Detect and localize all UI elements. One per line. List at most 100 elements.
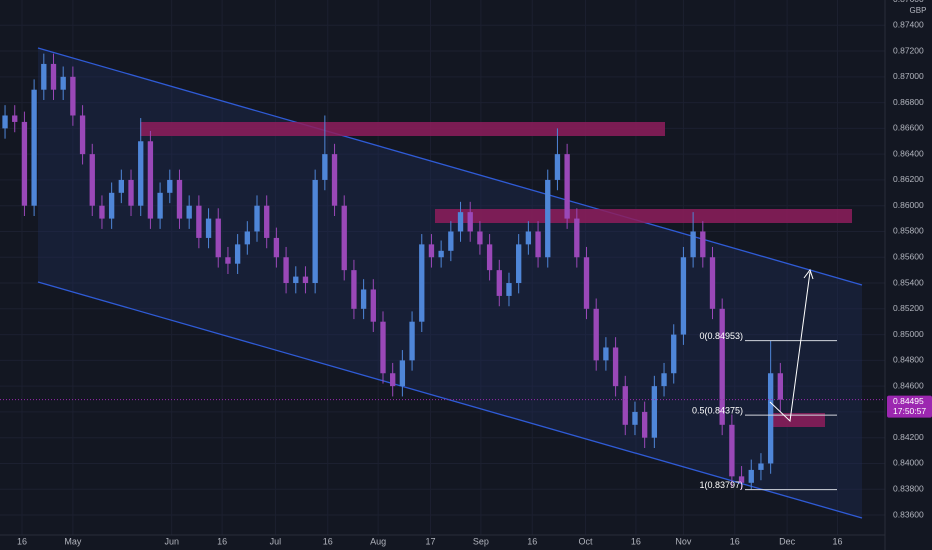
arrow-head (803, 268, 814, 280)
candle-body (457, 212, 464, 232)
candle-body (419, 244, 425, 322)
candle-body (593, 308, 599, 361)
candle-body (234, 244, 241, 264)
candle-body (748, 469, 754, 483)
y-tick-label: 0.84800 (893, 355, 924, 365)
candle-body (31, 89, 37, 206)
y-tick-label: 0.86200 (893, 174, 924, 184)
candle-body (196, 205, 202, 238)
candle-body (767, 373, 774, 464)
candle-body (147, 141, 154, 219)
x-tick-label: 16 (527, 536, 537, 546)
candle-body (574, 218, 580, 258)
candle-body (738, 476, 745, 483)
channel-upper (37, 47, 863, 286)
candle-body (99, 205, 105, 219)
candle-body (21, 121, 28, 206)
candle-body (360, 289, 367, 309)
candle-body (428, 244, 435, 258)
price-tag-countdown: 17:50:57 (893, 406, 926, 416)
candle-body (50, 63, 57, 90)
x-tick-label: Oct (579, 536, 594, 546)
candle-body (564, 154, 570, 219)
candle-body (2, 115, 8, 129)
candle-body (331, 154, 338, 206)
y-tick-label: 0.84000 (893, 458, 924, 468)
candle-body (777, 373, 784, 400)
y-tick-label: 0.85200 (893, 303, 924, 313)
currency: GBP (910, 6, 927, 15)
projection-arrow (769, 271, 811, 423)
candle-body (622, 386, 628, 425)
candle-body (60, 76, 66, 90)
x-tick-label: May (64, 536, 82, 546)
x-tick-label: Nov (675, 536, 692, 546)
y-tick-label: 0.85400 (893, 277, 924, 287)
y-tick-label: 0.83800 (893, 483, 924, 493)
candle-body (70, 76, 76, 116)
candle-body (89, 154, 95, 206)
y-tick-label: 0.83600 (893, 509, 924, 519)
x-tick-label: Jun (164, 536, 179, 546)
candle-body (758, 463, 764, 470)
candle-body (516, 244, 522, 284)
candle-body (157, 192, 163, 219)
price-tag (887, 395, 932, 418)
candle-body (448, 231, 454, 251)
candle-body (467, 212, 473, 232)
candle-body (486, 244, 493, 271)
candle-body (215, 218, 221, 258)
axis: 0.836000.838000.840000.842000.844000.846… (17, 0, 932, 546)
fib-label: 0.5(0.84375) (692, 406, 743, 416)
candle-body (244, 231, 250, 245)
resistance-zone (140, 122, 665, 136)
x-tick-label: 16 (323, 536, 333, 546)
y-tick-label: 0.87000 (893, 71, 924, 81)
candle-body (632, 411, 638, 425)
candle-body (167, 179, 173, 193)
x-tick-label: Sep (473, 536, 489, 546)
fib-label: 0(0.84953) (699, 331, 743, 341)
x-tick-label: Aug (370, 536, 386, 546)
x-tick-label: 16 (17, 536, 27, 546)
y-tick-label: 0.86800 (893, 97, 924, 107)
candle-body (477, 231, 483, 245)
x-tick-label: Jul (270, 536, 282, 546)
x-tick-label: 16 (833, 536, 843, 546)
candle-body (651, 386, 658, 438)
y-tick-label: 0.87600 (893, 0, 924, 4)
y-tick-label: 0.84600 (893, 380, 924, 390)
y-tick-label: 0.85800 (893, 226, 924, 236)
candle-body (283, 257, 289, 284)
candle-body (583, 257, 590, 309)
candle-body (293, 276, 299, 284)
candle-body (545, 179, 551, 258)
candle-body (603, 347, 609, 361)
y-tick-label: 0.86000 (893, 200, 924, 210)
y-tick-label: 0.86600 (893, 123, 924, 133)
candle-body (138, 141, 144, 206)
x-tick-label: Dec (779, 536, 796, 546)
candle-body (700, 231, 706, 258)
candle-body (41, 63, 47, 90)
x-tick-label: 16 (730, 536, 740, 546)
candle-body (641, 411, 648, 438)
candle-body (205, 218, 212, 238)
candle-body (690, 231, 696, 258)
candle-body (312, 179, 318, 284)
candle-body (399, 360, 406, 387)
candle-body (535, 231, 541, 258)
y-tick-label: 0.85000 (893, 329, 924, 339)
candle-body (680, 257, 687, 335)
candle-body (554, 154, 561, 180)
y-tick-label: 0.85600 (893, 252, 924, 262)
candle-body (254, 205, 260, 232)
support-zone (768, 413, 825, 427)
candle-body (506, 283, 512, 296)
candle-body (128, 179, 134, 206)
candle-body (438, 250, 444, 258)
overlay: 0(0.84953) 0.5(0.84375) 1(0.83797) (0, 331, 885, 491)
y-tick-label: 0.86400 (893, 148, 924, 158)
price-tag-value: 0.84495 (893, 396, 924, 406)
x-tick-label: 16 (217, 536, 227, 546)
